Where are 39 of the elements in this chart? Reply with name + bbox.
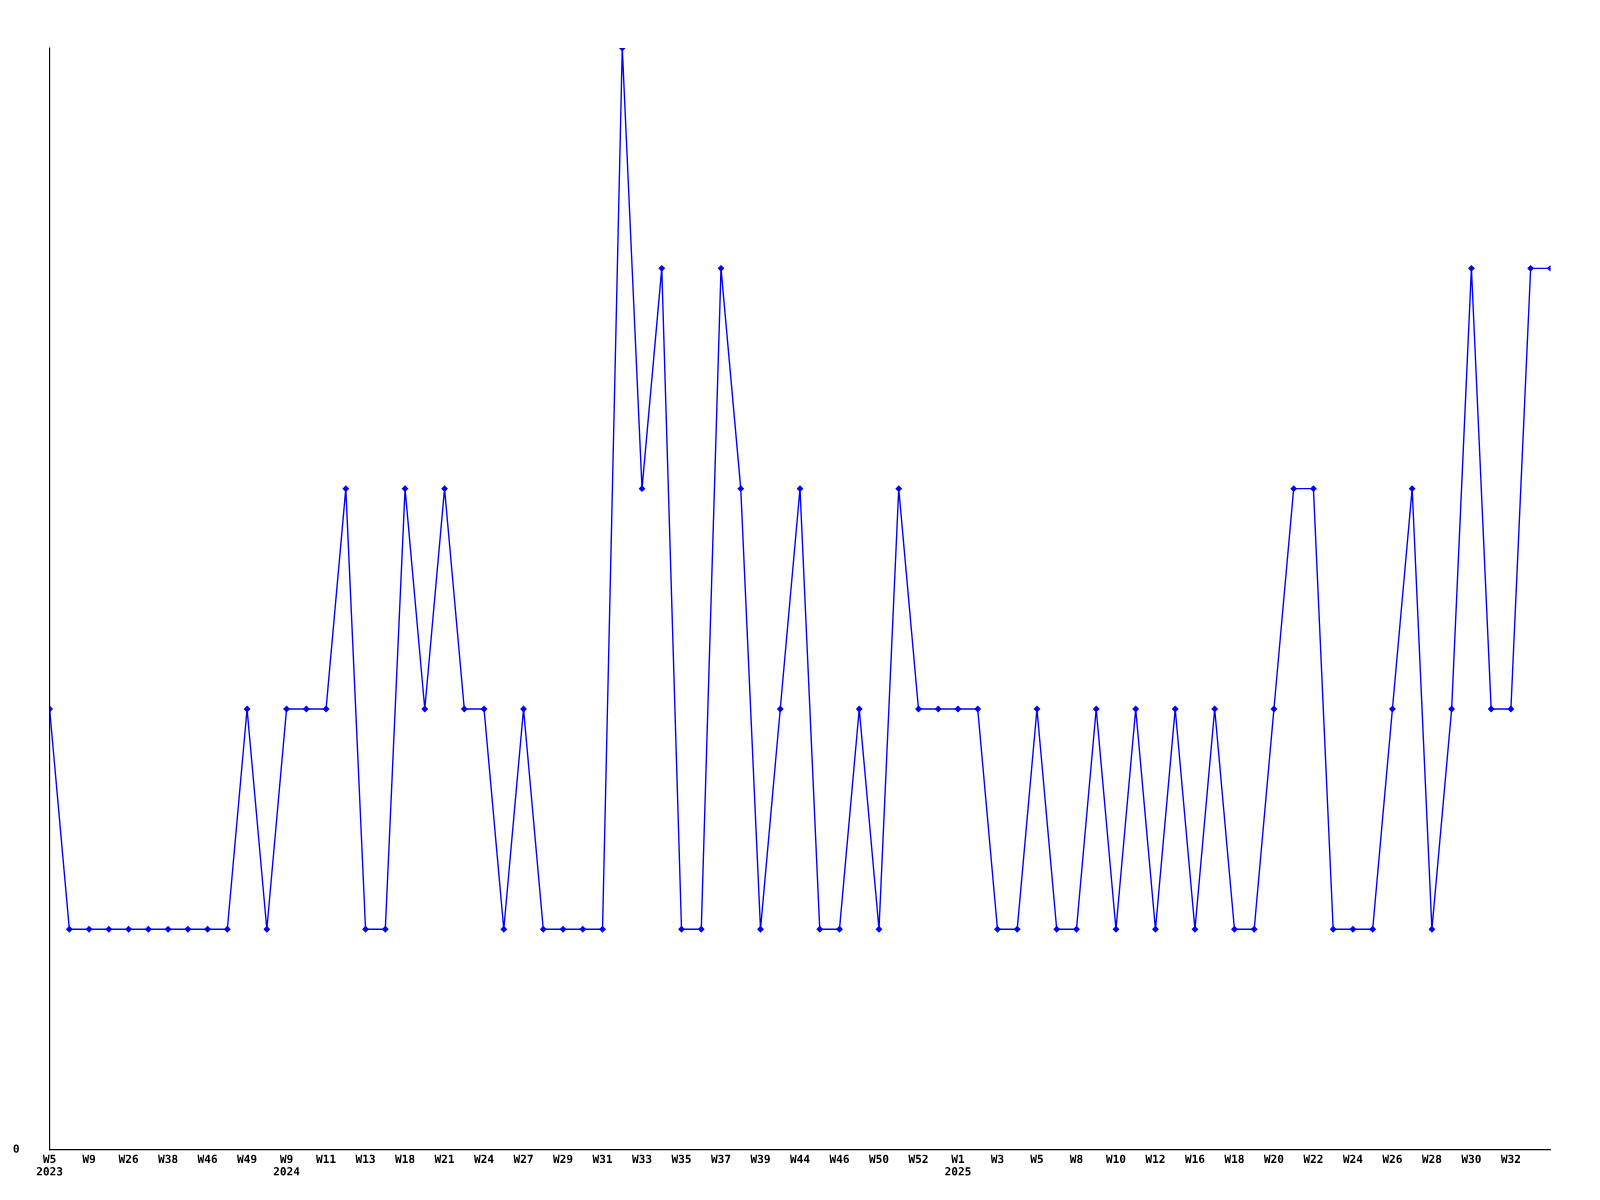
x-tick-label: W9 2024 (273, 1154, 300, 1176)
x-tick-label: W37 (710, 1154, 731, 1164)
x-tick-label: W44 (789, 1154, 810, 1163)
x-tick-label: W22 (1303, 1154, 1323, 1163)
x-tick-label: W52 (908, 1154, 928, 1164)
x-tick-label: W3 (990, 1154, 1004, 1164)
x-tick-label: W24 (474, 1154, 494, 1163)
x-tick-label: W12 (1145, 1154, 1165, 1163)
x-tick-label: W49 (237, 1154, 257, 1164)
x-tick-label: W10 (1105, 1154, 1126, 1164)
x-tick-label: W46 (829, 1154, 849, 1164)
x-tick-label: W26 (118, 1154, 139, 1164)
x-tick-label: W31 (592, 1154, 613, 1164)
x-tick-label: W26 (1382, 1154, 1402, 1164)
x-tick-label: W5 2023 (36, 1154, 63, 1176)
x-tick-label: W38 (158, 1154, 178, 1164)
x-tick-label: W8 (1069, 1154, 1083, 1164)
x-tick-label: W20 (1263, 1154, 1284, 1164)
x-tick-label: W50 (868, 1154, 889, 1164)
x-tick-label: W27 (513, 1154, 533, 1163)
x-tick-label: W32 (1500, 1154, 1521, 1164)
x-tick-label: W46 (197, 1154, 218, 1164)
x-tick-label: W33 (631, 1154, 652, 1164)
x-tick-label: W30 (1461, 1154, 1481, 1164)
x-tick-label: W16 (1184, 1154, 1205, 1164)
text: 0 (13, 1144, 19, 1153)
x-tick-label: W9 (82, 1154, 96, 1164)
x-tick-label: W29 (553, 1154, 573, 1164)
x-tick-label: W11 (316, 1154, 336, 1163)
x-tick-label: W39 (750, 1154, 770, 1164)
x-tick-label: W13 (355, 1154, 375, 1164)
x-tick-label: W18 (1224, 1154, 1244, 1164)
x-tick-label: W5 (1030, 1154, 1043, 1164)
x-tick-label: W21 (434, 1154, 455, 1163)
x-tick-label: W1 2025 (945, 1154, 971, 1176)
x-tick-label: W18 (395, 1154, 415, 1164)
x-tick-label: W28 (1421, 1154, 1442, 1164)
x-tick-label: W24 (1342, 1154, 1363, 1163)
x-tick-label: W35 (671, 1154, 691, 1164)
